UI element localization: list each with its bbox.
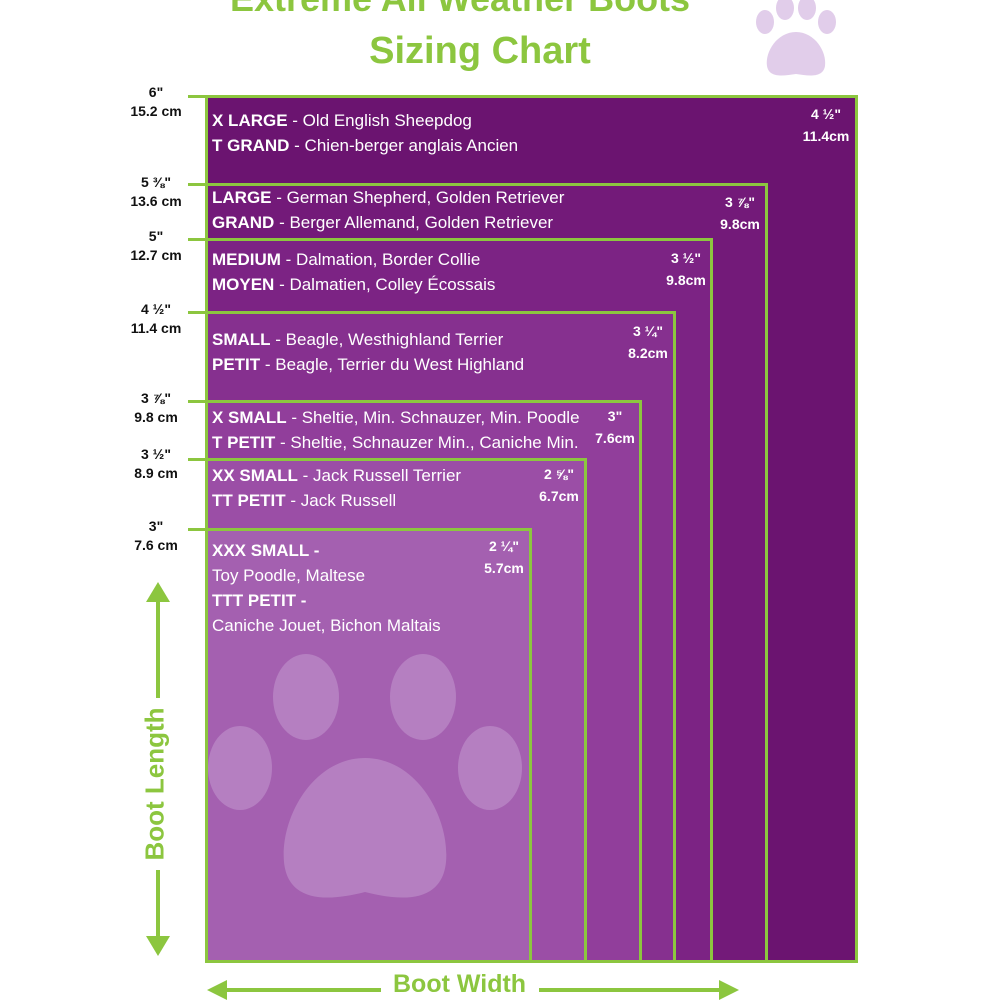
length-tick xyxy=(188,238,210,241)
width-cm: 5.7cm xyxy=(484,560,524,576)
size-code-en: LARGE xyxy=(212,188,272,207)
size-code-en: SMALL xyxy=(212,330,271,349)
width-label-s: 3 ¼" 8.2cm xyxy=(620,320,676,364)
size-code-en: X SMALL xyxy=(212,408,287,427)
breeds-en: - Dalmation, Border Collie xyxy=(280,250,481,269)
length-label-m: 5" 12.7 cm xyxy=(108,227,204,265)
breeds-fr: - Jack Russell xyxy=(285,491,397,510)
length-tick xyxy=(188,95,210,98)
width-cm: 6.7cm xyxy=(539,488,579,504)
paw-logo-icon xyxy=(756,0,836,76)
size-text-xxs: XX SMALL - Jack Russell Terrier TT PETIT… xyxy=(212,463,461,513)
length-inches: 4 ½" xyxy=(141,301,171,317)
size-code-fr: T GRAND xyxy=(212,136,290,155)
length-cm: 15.2 cm xyxy=(130,103,182,119)
width-inches: 3 ⅞" xyxy=(725,194,755,210)
length-cm: 9.8 cm xyxy=(134,409,178,425)
breeds-fr: - Dalmatien, Colley Écossais xyxy=(274,275,496,294)
breeds-en: - Jack Russell Terrier xyxy=(297,466,462,485)
size-code-fr: TTT PETIT - xyxy=(212,591,307,610)
width-inches: 4 ½" xyxy=(811,106,841,122)
breeds-fr: - Beagle, Terrier du West Highland xyxy=(260,355,525,374)
length-tick xyxy=(188,183,210,186)
paw-watermark-icon xyxy=(208,654,522,898)
boot-length-label: Boot Length xyxy=(139,707,170,861)
breeds-en: - German Shepherd, Golden Retriever xyxy=(271,188,565,207)
width-inches: 2 ⅝" xyxy=(544,466,574,482)
length-cm: 11.4 cm xyxy=(130,320,182,336)
length-cm: 8.9 cm xyxy=(134,465,178,481)
width-inches: 3 ¼" xyxy=(633,323,663,339)
size-code-en: XXX SMALL - xyxy=(212,541,320,560)
length-tick xyxy=(188,311,210,314)
breeds-fr: - Sheltie, Schnauzer Min., Caniche Min. xyxy=(275,433,579,452)
length-label-l: 5 ⅜" 13.6 cm xyxy=(108,173,204,211)
length-cm: 13.6 cm xyxy=(130,193,182,209)
chart-title-line1: Extreme All Weather Boots xyxy=(0,0,960,20)
size-code-en: MEDIUM xyxy=(212,250,281,269)
width-label-xxxs: 2 ¼" 5.7cm xyxy=(476,535,532,579)
length-inches: 3 ⅞" xyxy=(141,390,171,406)
size-code-en: X LARGE xyxy=(212,111,288,130)
width-label-m: 3 ½" 9.8cm xyxy=(658,247,714,291)
width-cm: 11.4cm xyxy=(802,128,850,144)
size-code-fr: TT PETIT xyxy=(212,491,286,510)
breeds-en: - Old English Sheepdog xyxy=(287,111,472,130)
breeds-en: - Beagle, Westhighland Terrier xyxy=(270,330,504,349)
length-inches: 6" xyxy=(148,84,164,100)
length-inches: 5 ⅜" xyxy=(141,174,171,190)
length-cm: 7.6 cm xyxy=(134,537,178,553)
boot-length-arrow-icon xyxy=(146,582,170,956)
size-code-fr: GRAND xyxy=(212,213,275,232)
length-label-xs: 3 ⅞" 9.8 cm xyxy=(108,389,204,427)
length-label-xl: 6" 15.2 cm xyxy=(108,83,204,121)
length-inches: 5" xyxy=(148,228,164,244)
size-text-xs: X SMALL - Sheltie, Min. Schnauzer, Min. … xyxy=(212,405,580,455)
breeds-fr: Caniche Jouet, Bichon Maltais xyxy=(212,616,441,635)
boot-width-arrow-icon xyxy=(207,980,739,1000)
length-label-xxs: 3 ½" 8.9 cm xyxy=(108,445,204,483)
width-cm: 9.8cm xyxy=(720,216,760,232)
width-inches: 2 ¼" xyxy=(489,538,519,554)
breeds-fr: - Chien-berger anglais Ancien xyxy=(289,136,519,155)
size-text-xl: X LARGE - Old English Sheepdog T GRAND -… xyxy=(212,108,518,158)
length-label-s: 4 ½" 11.4 cm xyxy=(108,300,204,338)
length-tick xyxy=(188,400,210,403)
size-text-s: SMALL - Beagle, Westhighland Terrier PET… xyxy=(212,327,524,377)
width-label-xs: 3" 7.6cm xyxy=(587,405,643,449)
width-cm: 8.2cm xyxy=(628,345,668,361)
size-code-fr: PETIT xyxy=(212,355,261,374)
size-text-xxxs: XXX SMALL - Toy Poodle, Maltese TTT PETI… xyxy=(212,538,441,638)
size-text-m: MEDIUM - Dalmation, Border Collie MOYEN … xyxy=(212,247,495,297)
width-cm: 9.8cm xyxy=(666,272,706,288)
width-label-xxs: 2 ⅝" 6.7cm xyxy=(531,463,587,507)
length-label-xxxs: 3" 7.6 cm xyxy=(108,517,204,555)
width-label-l: 3 ⅞" 9.8cm xyxy=(712,191,768,235)
size-code-fr: MOYEN xyxy=(212,275,275,294)
breeds-en: Toy Poodle, Maltese xyxy=(212,566,366,585)
length-inches: 3" xyxy=(148,518,164,534)
boot-width-label: Boot Width xyxy=(393,970,527,998)
size-code-fr: T PETIT xyxy=(212,433,276,452)
length-inches: 3 ½" xyxy=(141,446,171,462)
length-cm: 12.7 cm xyxy=(130,247,182,263)
size-text-l: LARGE - German Shepherd, Golden Retrieve… xyxy=(212,185,564,235)
breeds-en: - Sheltie, Min. Schnauzer, Min. Poodle xyxy=(286,408,580,427)
chart-title-line2: Sizing Chart xyxy=(369,30,591,72)
width-cm: 7.6cm xyxy=(595,430,635,446)
length-tick xyxy=(188,458,210,461)
size-code-en: XX SMALL xyxy=(212,466,298,485)
length-tick xyxy=(188,528,210,531)
width-inches: 3" xyxy=(607,408,623,424)
width-inches: 3 ½" xyxy=(671,250,701,266)
breeds-fr: - Berger Allemand, Golden Retriever xyxy=(274,213,554,232)
width-label-xl: 4 ½" 11.4cm xyxy=(796,103,856,147)
